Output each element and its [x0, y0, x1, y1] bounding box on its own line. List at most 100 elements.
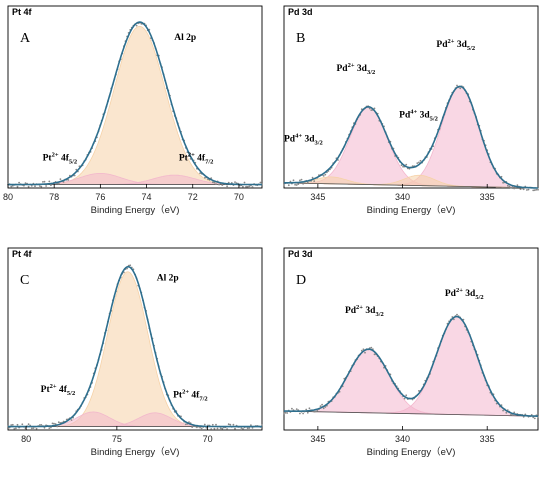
x-tick-label: 76: [95, 192, 105, 202]
raw-data-point: [38, 185, 41, 187]
raw-data-point: [211, 423, 214, 426]
peak-annotation: Pd4+ 3d3/2: [284, 133, 323, 147]
raw-data-point: [184, 423, 187, 426]
x-tick-label: 80: [3, 192, 13, 202]
x-tick-label: 345: [310, 434, 325, 444]
raw-data-point: [18, 181, 20, 184]
raw-data-point: [51, 422, 54, 425]
raw-data-point: [11, 185, 14, 187]
raw-data-point: [226, 185, 229, 188]
panel-title: Pt 4f: [12, 7, 33, 17]
raw-data-point: [299, 412, 301, 415]
raw-data-point: [35, 427, 38, 430]
raw-data-point: [405, 394, 408, 397]
raw-data-point: [261, 424, 263, 427]
raw-data-point: [57, 182, 60, 185]
raw-data-point: [215, 183, 217, 186]
fitted-envelope: [8, 265, 262, 428]
raw-data-point: [213, 181, 216, 184]
raw-data-point: [321, 403, 323, 406]
raw-data-point: [215, 423, 217, 426]
raw-data-point: [234, 181, 236, 184]
raw-data-point: [75, 168, 78, 171]
raw-data-point: [459, 87, 462, 90]
panel-d: 345 340 335 Binding Energy（eV) Pd 3d D Pd2+ 3d…: [276, 242, 548, 482]
raw-data-point: [537, 188, 539, 191]
x-tick-label: 75: [112, 434, 122, 444]
raw-data-point: [524, 413, 527, 416]
x-tick-label: 345: [310, 192, 325, 202]
raw-data-point: [10, 424, 13, 426]
xps-chart-a: 80 78 76 74 72 70 Binding Energy（eV) Pt 4f A Al 2…: [3, 5, 263, 216]
raw-data-point: [57, 421, 60, 424]
raw-data-point: [11, 423, 14, 426]
raw-data-point: [204, 176, 206, 179]
raw-data-point: [53, 422, 55, 425]
raw-data-point: [21, 423, 24, 426]
raw-data-point: [50, 426, 52, 429]
raw-data-point: [306, 411, 309, 414]
xps-chart-c: 80 75 70 Binding Energy（eV) Pt 4f C Al 2p Pt2+ …: [7, 247, 263, 458]
raw-data-point: [508, 185, 511, 188]
raw-data-point: [502, 409, 504, 412]
raw-data-point: [205, 426, 208, 429]
raw-data-point: [535, 188, 538, 191]
raw-data-point: [370, 109, 373, 111]
raw-data-point: [13, 428, 16, 430]
xps-chart-d: 345 340 335 Binding Energy（eV) Pd 3d D Pd2+ 3d…: [283, 247, 539, 458]
x-axis-title: Binding Energy（eV): [367, 446, 456, 458]
raw-data-point: [34, 185, 36, 188]
panel-title: Pd 3d: [288, 249, 313, 259]
peak-annotation: Pt2+ 4f7/2: [173, 388, 208, 402]
component-peak-0: [283, 86, 538, 189]
raw-data-point: [211, 181, 214, 184]
raw-data-point: [297, 183, 300, 186]
raw-data-point: [286, 412, 289, 414]
raw-data-point: [16, 423, 19, 426]
raw-data-point: [287, 184, 290, 187]
raw-data-point: [292, 179, 295, 182]
raw-data-point: [510, 413, 512, 416]
panel-letter: A: [20, 31, 31, 46]
raw-data-point: [229, 423, 232, 426]
raw-data-point: [373, 353, 376, 356]
raw-data-point: [370, 346, 373, 349]
raw-data-point: [419, 159, 422, 162]
raw-data-point: [221, 427, 224, 430]
raw-data-point: [283, 184, 285, 187]
raw-data-point: [259, 181, 262, 184]
raw-data-point: [502, 181, 504, 184]
raw-data-point: [511, 186, 514, 189]
raw-data-point: [242, 185, 244, 188]
x-tick-label: 340: [395, 192, 410, 202]
raw-data-point: [533, 189, 536, 192]
raw-data-point: [300, 178, 303, 181]
raw-data-point: [311, 176, 314, 179]
x-axis-title: Binding Energy（eV): [367, 204, 456, 216]
peak-annotation: Pt2+ 4f5/2: [41, 383, 76, 397]
raw-data-point: [513, 187, 516, 190]
raw-data-point: [306, 181, 309, 184]
raw-data-point: [59, 178, 62, 181]
component-peak-0: [284, 316, 538, 417]
raw-data-point: [43, 426, 46, 429]
raw-data-point: [522, 188, 525, 191]
raw-data-point: [302, 182, 304, 185]
raw-data-point: [519, 188, 522, 191]
fitted-envelope: [284, 85, 538, 189]
raw-data-point: [10, 185, 13, 188]
x-tick-label: 335: [480, 434, 495, 444]
plot-frame: [283, 5, 539, 189]
plot-frame: [7, 247, 263, 431]
raw-data-point: [251, 427, 254, 429]
raw-data-point: [242, 428, 244, 430]
peak-annotation: Pd2+ 3d3/2: [336, 62, 375, 76]
raw-data-point: [403, 397, 406, 400]
raw-data-point: [456, 313, 458, 316]
raw-data-point: [308, 407, 311, 410]
x-tick-label: 80: [21, 434, 31, 444]
x-tick-label: 340: [395, 434, 410, 444]
raw-data-point: [284, 411, 287, 414]
raw-data-point: [213, 427, 216, 430]
peak-annotation: Pt2+ 4f5/2: [43, 151, 78, 165]
